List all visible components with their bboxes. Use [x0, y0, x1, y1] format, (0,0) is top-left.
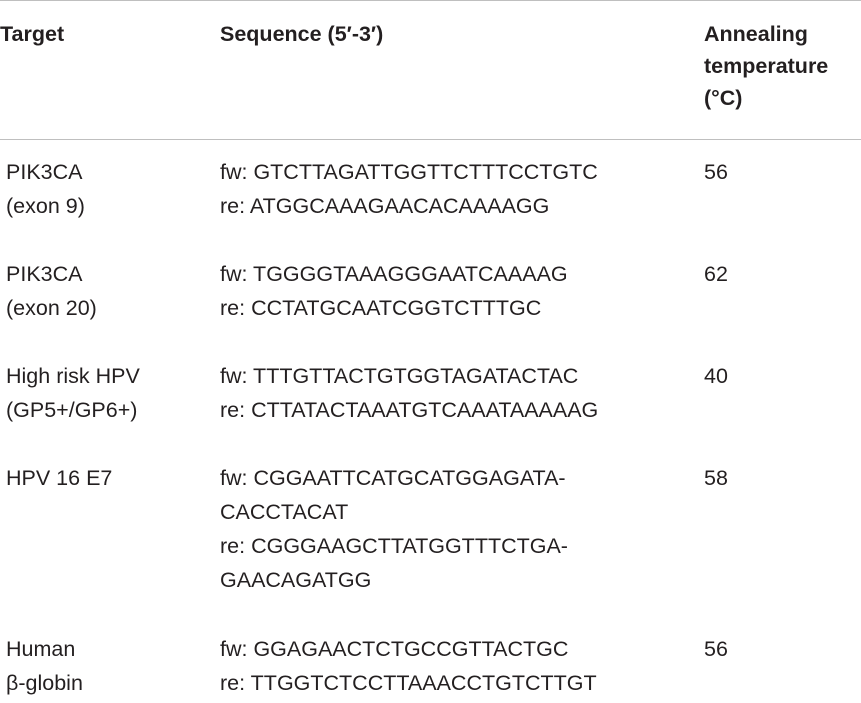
row-3-temperature: 40	[704, 364, 728, 388]
row-5-target-line: Human	[6, 637, 76, 661]
row-5-sequence: fw: GGAGAACTCTGCCGTTACTGC re: TTGGTCTCCT…	[220, 632, 597, 700]
row-5-seq-line: fw: GGAGAACTCTGCCGTTACTGC	[220, 637, 569, 661]
header-annealing-temperature: Annealing temperature (°C)	[704, 18, 828, 114]
row-4-seq-line: GAACAGATGG	[220, 568, 372, 592]
header-divider-rule	[0, 139, 861, 140]
row-4-sequence: fw: CGGAATTCATGCATGGAGATA- CACCTACAT re:…	[220, 461, 568, 597]
row-4-target-line: HPV 16 E7	[6, 466, 113, 490]
row-5-target: Human β-globin	[6, 632, 83, 700]
row-3-seq-line: fw: TTTGTTACTGTGGTAGATACTAC	[220, 364, 579, 388]
row-4-seq-line: re: CGGGAAGCTTATGGTTTCTGA-	[220, 534, 568, 558]
row-2-target-line: (exon 20)	[6, 296, 97, 320]
row-3-target-line: High risk HPV	[6, 364, 140, 388]
row-4-temperature: 58	[704, 466, 728, 490]
row-2-seq-line: re: CCTATGCAATCGGTCTTTGC	[220, 296, 542, 320]
header-temperature-line: temperature	[704, 54, 829, 78]
row-4-seq-line: CACCTACAT	[220, 500, 349, 524]
row-2-temperature: 62	[704, 262, 728, 286]
table-top-rule	[0, 0, 861, 1]
row-2-sequence: fw: TGGGGTAAAGGGAATCAAAAG re: CCTATGCAAT…	[220, 257, 568, 325]
row-5-target-line: β-globin	[6, 671, 83, 695]
row-5-seq-line: re: TTGGTCTCCTTAAACCTGTCTTGT	[220, 671, 597, 695]
header-unit-line: (°C)	[704, 86, 743, 110]
row-2-target: PIK3CA (exon 20)	[6, 257, 97, 325]
row-1-seq-line: re: ATGGCAAAGAACACAAAAGG	[220, 194, 550, 218]
row-1-target-line: PIK3CA	[6, 160, 83, 184]
row-3-seq-line: re: CTTATACTAAATGTCAAATAAAAAG	[220, 398, 599, 422]
row-1-sequence: fw: GTCTTAGATTGGTTCTTTCCTGTC re: ATGGCAA…	[220, 155, 598, 223]
row-3-target-line: (GP5+/GP6+)	[6, 398, 138, 422]
header-annealing-line: Annealing	[704, 22, 808, 46]
row-3-sequence: fw: TTTGTTACTGTGGTAGATACTAC re: CTTATACT…	[220, 359, 598, 427]
row-1-target-line: (exon 9)	[6, 194, 85, 218]
row-1-temperature: 56	[704, 160, 728, 184]
header-sequence: Sequence (5′-3′)	[220, 22, 384, 46]
row-2-seq-line: fw: TGGGGTAAAGGGAATCAAAAG	[220, 262, 568, 286]
row-4-target: HPV 16 E7	[6, 461, 112, 495]
row-3-target: High risk HPV (GP5+/GP6+)	[6, 359, 140, 427]
row-1-target: PIK3CA (exon 9)	[6, 155, 85, 223]
row-4-seq-line: fw: CGGAATTCATGCATGGAGATA-	[220, 466, 566, 490]
header-target: Target	[0, 22, 65, 46]
row-2-target-line: PIK3CA	[6, 262, 83, 286]
row-1-seq-line: fw: GTCTTAGATTGGTTCTTTCCTGTC	[220, 160, 598, 184]
row-5-temperature: 56	[704, 637, 728, 661]
